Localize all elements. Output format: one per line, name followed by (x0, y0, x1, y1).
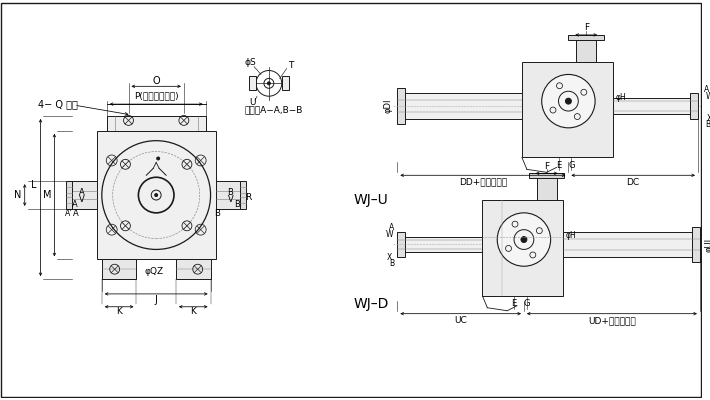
Bar (398, 232, 405, 257)
Circle shape (268, 82, 271, 85)
Text: K: K (190, 307, 196, 316)
Text: V: V (80, 196, 85, 204)
Text: F: F (544, 162, 550, 171)
Text: B: B (214, 209, 220, 218)
Circle shape (542, 74, 595, 128)
Text: 4− Q キリ: 4− Q キリ (38, 99, 77, 109)
Text: R: R (245, 192, 251, 202)
Bar (405, 236, 484, 252)
Text: B: B (227, 188, 234, 196)
Text: V: V (227, 196, 233, 204)
Text: φH: φH (616, 93, 626, 102)
Bar (482, 200, 564, 296)
Text: G: G (568, 161, 574, 170)
Text: L: L (31, 180, 36, 190)
Text: E: E (556, 161, 561, 170)
Text: O: O (153, 76, 160, 86)
Bar (690, 93, 698, 119)
Text: B: B (389, 259, 394, 268)
Text: B: B (234, 200, 240, 210)
Text: DD+ストローク: DD+ストローク (459, 178, 507, 187)
Text: K: K (116, 307, 122, 316)
Bar (564, 232, 692, 257)
Bar (577, 40, 596, 62)
Text: N: N (14, 190, 21, 200)
Text: A: A (389, 223, 394, 232)
Text: U: U (248, 98, 256, 107)
Text: W: W (386, 230, 393, 239)
Text: A: A (704, 85, 709, 94)
Bar (176, 259, 211, 279)
Text: WJ–D: WJ–D (354, 297, 389, 311)
Bar (613, 98, 690, 114)
Text: E: E (511, 299, 517, 308)
Bar (282, 76, 289, 90)
Text: DC: DC (627, 178, 640, 187)
Bar (240, 181, 246, 209)
Bar (106, 116, 206, 131)
Text: X: X (387, 253, 392, 262)
Text: G: G (524, 299, 530, 308)
Text: B: B (705, 120, 710, 129)
Bar (72, 181, 97, 209)
Bar (398, 88, 405, 124)
Text: A: A (72, 200, 78, 210)
Text: 断面　A−A,B−B: 断面 A−A,B−B (245, 106, 303, 114)
Text: ϕS: ϕS (244, 58, 256, 67)
Bar (529, 173, 564, 178)
Text: φDI: φDI (383, 99, 392, 113)
Text: T: T (288, 61, 293, 70)
Text: UC: UC (454, 316, 467, 325)
Text: φQZ: φQZ (145, 267, 164, 276)
Text: W: W (706, 92, 710, 101)
Text: UD+ストローク: UD+ストローク (588, 316, 635, 325)
Circle shape (155, 194, 158, 196)
Text: M: M (43, 190, 52, 200)
Bar (97, 131, 216, 259)
Circle shape (157, 157, 160, 160)
Text: φUI: φUI (704, 238, 710, 252)
Circle shape (521, 236, 527, 242)
Bar (569, 35, 604, 40)
Bar (692, 227, 700, 262)
Bar (216, 181, 240, 209)
Text: A': A' (65, 209, 72, 218)
Bar (66, 181, 72, 209)
Text: φH: φH (566, 231, 577, 240)
Text: WJ–U: WJ–U (354, 193, 388, 207)
Text: P(取付ベース幅): P(取付ベース幅) (134, 92, 178, 101)
Bar (537, 178, 557, 200)
Text: A: A (73, 209, 79, 218)
Text: A: A (80, 188, 85, 196)
Bar (522, 62, 613, 158)
Circle shape (497, 213, 551, 266)
Bar (102, 259, 136, 279)
Circle shape (565, 98, 572, 104)
Text: F: F (584, 24, 589, 32)
Bar (405, 93, 524, 119)
Text: X: X (707, 114, 710, 124)
Text: J: J (155, 295, 158, 305)
Bar (249, 76, 256, 90)
